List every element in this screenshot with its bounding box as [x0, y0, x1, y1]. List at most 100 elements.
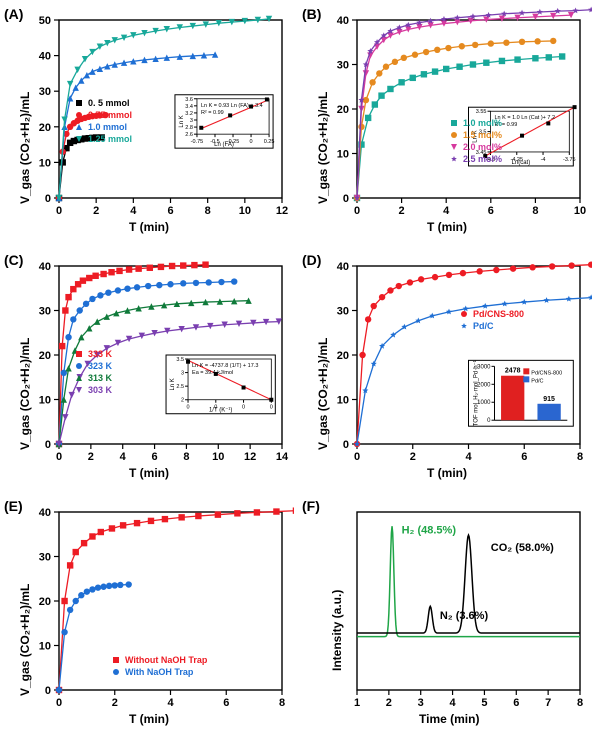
ylabel: V_gas (CO₂+H₂)/mL	[18, 338, 32, 450]
svg-text:0: 0	[250, 139, 253, 145]
panel-label: (C)	[4, 252, 23, 268]
svg-text:40: 40	[39, 507, 51, 519]
svg-text:Ln K: Ln K	[179, 115, 185, 127]
svg-text:H₂ (48.5%): H₂ (48.5%)	[402, 524, 457, 536]
svg-text:14: 14	[276, 451, 289, 463]
panel-label: (A)	[4, 6, 23, 22]
svg-text:0: 0	[343, 439, 349, 451]
legend: Without NaOH TrapWith NaOH Trap	[109, 653, 207, 678]
svg-text:3: 3	[181, 371, 184, 377]
svg-text:6: 6	[152, 451, 158, 463]
svg-text:-0.75: -0.75	[191, 139, 204, 145]
svg-text:CO₂ (58.0%): CO₂ (58.0%)	[491, 542, 554, 554]
svg-text:2: 2	[88, 451, 94, 463]
svg-text:1/T (K⁻¹): 1/T (K⁻¹)	[209, 408, 232, 414]
svg-text:4: 4	[450, 697, 457, 709]
svg-text:20: 20	[39, 350, 51, 362]
svg-text:-3.75: -3.75	[563, 157, 576, 163]
svg-text:10: 10	[39, 157, 51, 169]
svg-text:8: 8	[205, 205, 211, 217]
panel-label: (F)	[302, 498, 320, 514]
svg-text:30: 30	[39, 306, 51, 318]
svg-text:Ln (FA): Ln (FA)	[214, 142, 234, 148]
svg-text:N₂ (3.6%): N₂ (3.6%)	[440, 610, 489, 622]
svg-text:6: 6	[223, 697, 229, 709]
svg-text:4: 4	[130, 205, 137, 217]
svg-text:40: 40	[337, 15, 349, 27]
svg-text:1: 1	[354, 697, 360, 709]
panel-C: 02468101214010203040000022.533.5Ln K1/T …	[4, 252, 294, 480]
svg-text:3.2: 3.2	[185, 111, 193, 117]
svg-text:4: 4	[167, 697, 174, 709]
xlabel: T (min)	[129, 466, 169, 480]
svg-text:915: 915	[543, 396, 555, 403]
svg-text:12: 12	[276, 205, 288, 217]
svg-text:20: 20	[337, 350, 349, 362]
svg-text:2: 2	[399, 205, 405, 217]
svg-text:12: 12	[244, 451, 256, 463]
svg-text:30: 30	[337, 306, 349, 318]
xlabel: T (min)	[129, 712, 169, 726]
svg-text:2.6: 2.6	[185, 132, 193, 138]
svg-text:10: 10	[212, 451, 224, 463]
ylabel: V_gas (CO₂+H₂)/mL	[316, 338, 330, 450]
svg-text:6: 6	[167, 205, 173, 217]
svg-text:3.6: 3.6	[185, 97, 193, 103]
svg-text:30: 30	[39, 552, 51, 564]
xlabel: T (min)	[427, 466, 467, 480]
svg-text:Ln K = 1.0 Ln (Cat )+ 7.2: Ln K = 1.0 Ln (Cat )+ 7.2	[495, 115, 556, 121]
svg-text:3.5: 3.5	[176, 357, 184, 363]
svg-text:-4: -4	[541, 157, 546, 163]
svg-text:0: 0	[354, 205, 360, 217]
svg-text:3: 3	[418, 697, 424, 709]
svg-text:6: 6	[521, 451, 527, 463]
svg-text:7: 7	[545, 697, 551, 709]
svg-text:40: 40	[39, 261, 51, 273]
xlabel: T (min)	[427, 220, 467, 234]
svg-text:30: 30	[337, 60, 349, 72]
svg-text:10: 10	[337, 149, 349, 161]
svg-text:2: 2	[386, 697, 392, 709]
svg-text:0: 0	[343, 193, 349, 205]
legend: 333 K323 K313 K303 K	[72, 347, 112, 396]
svg-text:0.25: 0.25	[264, 139, 275, 145]
svg-text:2.5: 2.5	[176, 384, 184, 390]
svg-text:8: 8	[532, 205, 538, 217]
svg-text:20: 20	[39, 122, 51, 134]
ylabel: V_gas (CO₂+H₂)/mL	[18, 92, 32, 204]
svg-text:0: 0	[45, 439, 51, 451]
svg-text:10: 10	[39, 641, 51, 653]
svg-text:TOF mol_H₂·mol_Pd·h⁻¹: TOF mol_H₂·mol_Pd·h⁻¹	[474, 360, 480, 426]
legend: 1.0 mol%1.5 mol%2.0 mol%2.5 mol%	[447, 116, 502, 165]
svg-text:Ln K = 0.93 Ln (FA) + 3.4: Ln K = 0.93 Ln (FA) + 3.4	[201, 103, 263, 109]
svg-text:2: 2	[112, 697, 118, 709]
svg-text:50: 50	[39, 15, 51, 27]
svg-text:4: 4	[443, 205, 450, 217]
legend: 0. 5 mmol0.75 mmol1.0 mmol1.25 mmol	[72, 96, 132, 145]
svg-text:0: 0	[45, 685, 51, 697]
panel-B: 0246810010203040-4.5-4.25-4-3.753.453.53…	[302, 6, 592, 234]
xlabel: Time (min)	[419, 712, 479, 726]
panel-label: (B)	[302, 6, 321, 22]
svg-text:Ln K = -4737.8 (1/T) + 17.3: Ln K = -4737.8 (1/T) + 17.3	[192, 363, 258, 369]
panel-label: (D)	[302, 252, 321, 268]
svg-text:0: 0	[270, 405, 273, 411]
svg-text:Ea = 39.4 kJ/mol: Ea = 39.4 kJ/mol	[192, 370, 233, 376]
svg-text:6: 6	[513, 697, 519, 709]
svg-text:10: 10	[574, 205, 586, 217]
xlabel: T (min)	[129, 220, 169, 234]
svg-text:4: 4	[465, 451, 472, 463]
svg-text:2.8: 2.8	[185, 125, 193, 131]
svg-text:20: 20	[39, 596, 51, 608]
svg-text:Pd/CNS-800: Pd/CNS-800	[531, 370, 562, 376]
svg-text:40: 40	[39, 51, 51, 63]
svg-text:10: 10	[239, 205, 251, 217]
svg-text:3: 3	[190, 118, 193, 124]
ylabel: V_gas (CO₂+H₂)/mL	[18, 584, 32, 696]
svg-text:5: 5	[481, 697, 487, 709]
legend: Pd/CNS-800Pd/C	[457, 307, 524, 332]
svg-text:30: 30	[39, 86, 51, 98]
svg-text:8: 8	[577, 697, 583, 709]
svg-text:8: 8	[183, 451, 189, 463]
svg-text:Ln(cat): Ln(cat)	[512, 160, 531, 166]
